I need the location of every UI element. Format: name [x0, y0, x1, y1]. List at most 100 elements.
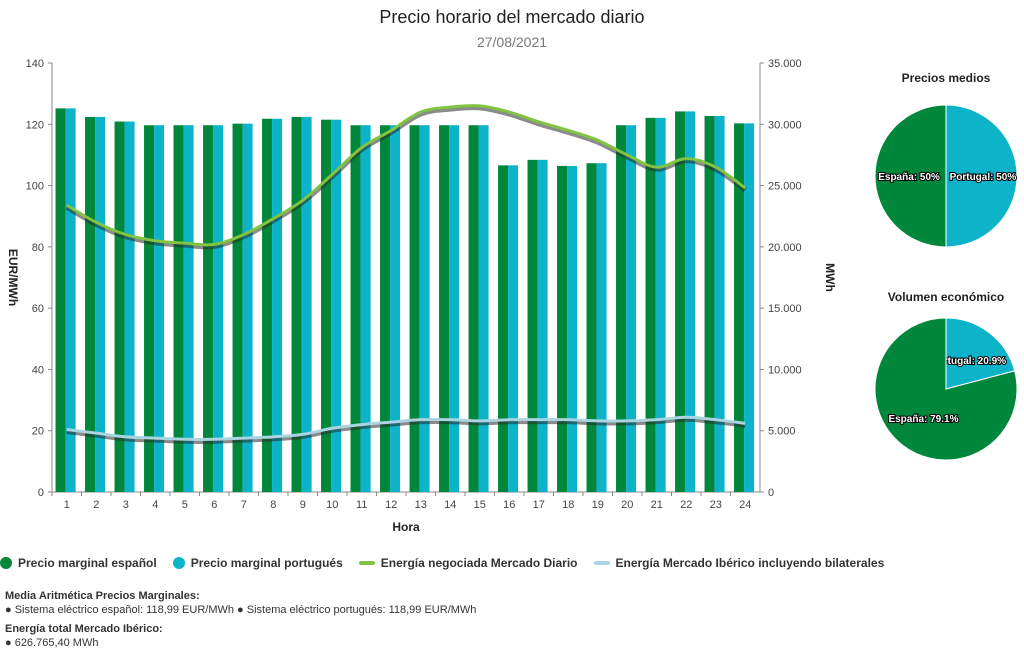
bar-spain: [262, 118, 273, 493]
line-energy-iberian-shadow: [66, 416, 746, 444]
x-tick-label: 15: [474, 499, 486, 511]
bar-portugal: [714, 116, 725, 492]
y2-tick-label: 0: [768, 487, 774, 499]
y2-tick-label: 15.000: [768, 303, 802, 315]
bar-portugal: [124, 121, 135, 492]
x-tick-label: 16: [503, 499, 515, 511]
bar-spain: [55, 108, 66, 492]
y-tick-label: 100: [26, 181, 44, 193]
bar-spain: [498, 165, 509, 492]
pie-precios-medios-slice-label: España: 50%: [878, 172, 940, 183]
bar-portugal: [154, 125, 165, 492]
chart-title: Precio horario del mercado diario: [379, 7, 644, 27]
x-tick-label: 12: [385, 499, 397, 511]
bar-portugal: [449, 125, 460, 492]
bar-spain: [704, 116, 715, 492]
bar-portugal: [242, 123, 253, 493]
bar-spain: [380, 125, 391, 492]
x-tick-label: 6: [211, 499, 217, 511]
bar-spain: [734, 123, 745, 493]
bar-spain: [557, 165, 568, 492]
total-energy-title: Energía total Mercado Ibérico:: [5, 623, 163, 635]
bar-portugal: [331, 119, 342, 493]
bar-portugal: [272, 118, 283, 493]
bar-portugal: [655, 117, 666, 493]
y2-tick-label: 35.000: [768, 58, 802, 70]
x-tick-label: 1: [64, 499, 70, 511]
bar-portugal: [567, 165, 578, 492]
legend-item-portugal-price[interactable]: Precio marginal portugués: [172, 556, 343, 570]
x-tick-label: 22: [680, 499, 692, 511]
bar-portugal: [65, 108, 76, 492]
line-energy-daily: [65, 104, 747, 247]
chart-subtitle: 27/08/2021: [477, 34, 547, 50]
bar-portugal: [596, 163, 607, 492]
legend-line-icon: [593, 561, 610, 565]
bar-spain: [439, 125, 450, 492]
y-tick-label: 20: [32, 426, 44, 438]
y2-tick-label: 25.000: [768, 181, 802, 193]
bar-spain: [232, 123, 243, 493]
pie-volumen-economico-slice-label: España: 79.1%: [888, 414, 958, 425]
bar-portugal: [390, 125, 401, 492]
x-tick-label: 17: [533, 499, 545, 511]
pie-volumen-economico-slice: [945, 317, 1016, 390]
pie-precios-medios-slice: [874, 104, 947, 248]
bar-portugal: [419, 125, 430, 492]
y2-tick-label: 10.000: [768, 364, 802, 376]
bar-spain: [144, 125, 155, 492]
x-tick-label: 18: [562, 499, 574, 511]
x-tick-label: 23: [710, 499, 722, 511]
x-tick-label: 3: [123, 499, 129, 511]
bar-portugal: [301, 116, 312, 492]
x-tick-label: 10: [326, 499, 338, 511]
avg-prices-title: Media Aritmética Precios Marginales:: [5, 590, 200, 602]
legend-item-energy-iberian[interactable]: Energía Mercado Ibérico incluyendo bilat…: [593, 556, 885, 570]
legend-label: Energía negociada Mercado Diario: [380, 556, 578, 570]
price-chart: Precio horario del mercado diario 27/08/2…: [6, 7, 1018, 534]
bar-spain: [409, 125, 420, 492]
x-tick-label: 11: [356, 499, 367, 511]
legend-dot-icon: [0, 557, 12, 569]
y2-tick-label: 5.000: [768, 426, 796, 438]
x-tick-label: 8: [270, 499, 276, 511]
y2-tick-label: 20.000: [768, 242, 802, 254]
bar-portugal: [508, 165, 519, 492]
pie-volumen-economico-title: Volumen económico: [888, 290, 1004, 304]
total-energy-text: ● 626.765,40 MWh: [5, 637, 99, 649]
y2-tick-label: 30.000: [768, 119, 802, 131]
y-tick-label: 120: [26, 119, 44, 131]
pie-volumen-economico-slice-label: Portugal: 20.9%: [931, 356, 1006, 367]
bar-spain: [114, 121, 125, 492]
x-tick-label: 19: [592, 499, 604, 511]
bar-portugal: [183, 125, 194, 492]
bar-spain: [85, 116, 96, 492]
legend-label: Precio marginal portugués: [190, 556, 343, 570]
bar-spain: [586, 163, 597, 492]
bar-spain: [645, 117, 656, 493]
pie-precios-medios-slice-label: Portugal: 50%: [950, 172, 1017, 183]
bar-portugal: [744, 123, 755, 493]
x-tick-label: 4: [152, 499, 158, 511]
line-energy-daily-shadow: [65, 105, 747, 250]
legend-label: Precio marginal español: [18, 556, 157, 570]
legend-label: Energía Mercado Ibérico incluyendo bilat…: [615, 556, 885, 570]
bar-spain: [291, 116, 302, 492]
x-tick-label: 24: [739, 499, 751, 511]
x-tick-label: 9: [300, 499, 306, 511]
pie-volumen-economico-slice: [874, 317, 1018, 461]
bar-portugal: [213, 125, 224, 492]
legend-item-energy-daily[interactable]: Energía negociada Mercado Diario: [358, 556, 578, 570]
legend-item-spain-price[interactable]: Precio marginal español: [0, 556, 157, 570]
bar-spain: [173, 125, 184, 492]
legend-line-icon: [358, 561, 375, 565]
y-axis-title: EUR/MWh: [6, 249, 20, 306]
bar-spain: [675, 111, 686, 492]
bar-spain: [350, 125, 361, 492]
x-tick-label: 20: [621, 499, 633, 511]
bar-spain: [321, 119, 332, 493]
y-tick-label: 140: [26, 58, 44, 70]
y-tick-label: 80: [32, 242, 44, 254]
bar-spain: [527, 159, 538, 492]
bar-portugal: [537, 159, 548, 492]
